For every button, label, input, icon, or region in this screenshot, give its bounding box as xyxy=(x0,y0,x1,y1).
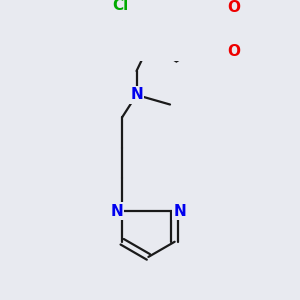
Text: N: N xyxy=(110,204,123,219)
Text: Cl: Cl xyxy=(112,0,128,13)
Text: N: N xyxy=(130,87,143,102)
Text: O: O xyxy=(227,44,240,59)
Text: O: O xyxy=(227,0,240,15)
Text: N: N xyxy=(174,204,187,219)
